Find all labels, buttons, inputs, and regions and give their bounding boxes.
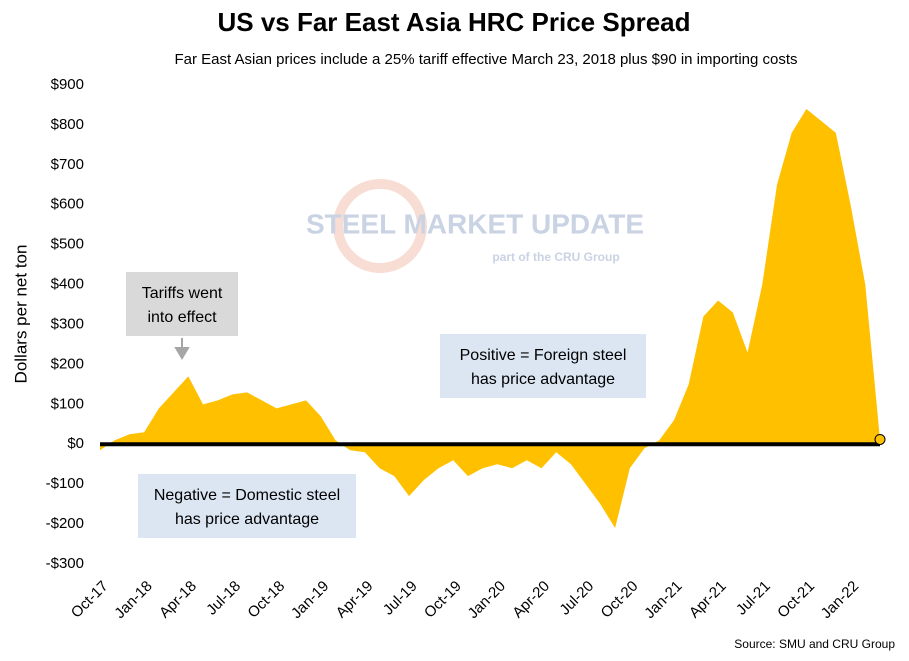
annotation-text: Positive = Foreign steel [460,347,627,364]
annotation-text: Tariffs went [142,285,223,302]
y-tick-label: $600 [51,196,84,213]
y-tick-label: $700 [51,156,84,173]
source: Source: SMU and CRU Group [734,637,895,651]
chart-subtitle: Far East Asian prices include a 25% tari… [174,51,797,68]
y-tick-label: $300 [51,315,84,332]
annotation-box [126,272,238,336]
watermark-title: STEEL MARKET UPDATE [306,208,644,239]
annotation-text: Negative = Domestic steel [154,487,340,504]
annotation-box [440,334,646,398]
area [100,108,880,529]
watermark-logo [333,179,427,273]
annotation-text: has price advantage [471,371,615,388]
y-tick-label: -$200 [46,515,84,532]
last-point [874,433,886,445]
watermark-subtitle: part of the CRU Group [492,250,619,264]
annotation-text: has price advantage [175,511,319,528]
y-tick-label: -$300 [46,555,84,572]
y-tick-label: $200 [51,355,84,372]
y-tick-label: $500 [51,236,84,253]
y-tick-label: -$100 [46,475,84,492]
chart-title: US vs Far East Asia HRC Price Spread [217,7,690,37]
annotation-text: into effect [147,309,217,326]
y-tick-label: $400 [51,276,84,293]
y-tick-label: $800 [51,116,84,133]
y-axis-label: Dollars per net ton [11,245,30,384]
y-tick-label: $0 [67,435,84,452]
annotation-box [138,474,356,538]
annotation-arrow [174,338,190,360]
y-tick-label: $900 [51,76,84,93]
y-tick-label: $100 [51,395,84,412]
